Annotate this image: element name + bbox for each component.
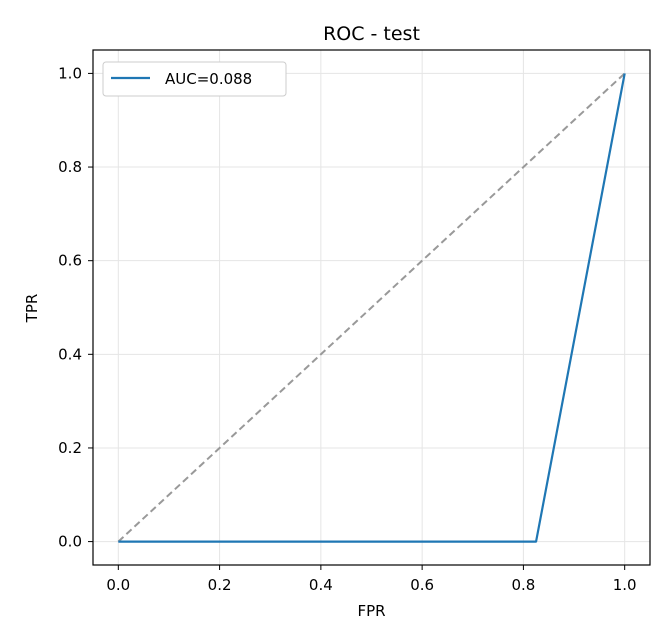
chance-diagonal-line	[117, 72, 626, 543]
y-axis-ticks: 0.0 0.2 0.4 0.6 0.8 1.0	[58, 64, 93, 551]
legend-label: AUC=0.088	[165, 70, 252, 88]
y-tick-label: 0.2	[58, 439, 82, 457]
plot-series	[117, 72, 626, 543]
x-axis-ticks: 0.0 0.2 0.4 0.6 0.8 1.0	[106, 565, 637, 594]
y-tick-label: 0.6	[58, 252, 82, 270]
plot-frame	[92, 49, 651, 566]
y-tick-label: 1.0	[58, 64, 82, 82]
x-tick-label: 0.2	[208, 576, 232, 594]
x-tick-label: 0.0	[106, 576, 130, 594]
x-tick-label: 0.4	[309, 576, 333, 594]
x-tick-label: 0.6	[410, 576, 434, 594]
legend-box	[102, 61, 287, 97]
y-tick-label: 0.8	[58, 158, 82, 176]
y-tick-label: 0.4	[58, 345, 82, 363]
x-tick-label: 0.8	[511, 576, 535, 594]
legend: AUC=0.088	[102, 61, 287, 97]
chart-title: ROC - test	[323, 23, 420, 45]
x-tick-label: 1.0	[613, 576, 637, 594]
x-axis-label: FPR	[357, 602, 385, 620]
roc-curve-line	[118, 73, 626, 543]
y-tick-label: 0.0	[58, 533, 82, 551]
y-axis-label: TPR	[23, 294, 41, 324]
